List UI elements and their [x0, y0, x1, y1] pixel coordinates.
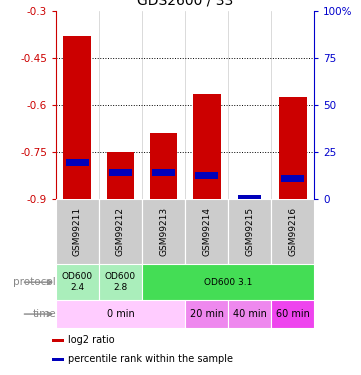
Bar	[152, 169, 175, 176]
Bar	[106, 152, 134, 199]
Bar	[56, 199, 99, 264]
Bar	[279, 97, 306, 199]
Bar	[142, 264, 314, 300]
Bar	[238, 195, 261, 202]
Text: time: time	[32, 309, 56, 319]
Text: log2 ratio: log2 ratio	[68, 335, 115, 345]
Text: GSM99213: GSM99213	[159, 207, 168, 256]
Bar	[66, 159, 90, 166]
Text: 40 min: 40 min	[232, 309, 266, 319]
Bar	[271, 199, 314, 264]
Text: percentile rank within the sample: percentile rank within the sample	[68, 354, 233, 364]
Bar	[52, 339, 64, 342]
Text: 20 min: 20 min	[190, 309, 223, 319]
Bar	[52, 358, 64, 361]
Bar	[56, 300, 185, 328]
Bar	[142, 199, 185, 264]
Bar	[149, 133, 178, 199]
Bar	[228, 300, 271, 328]
Text: GSM99214: GSM99214	[202, 207, 211, 256]
Text: 0 min: 0 min	[106, 309, 134, 319]
Text: protocol: protocol	[13, 277, 56, 287]
Text: GSM99212: GSM99212	[116, 207, 125, 256]
Text: OD600
2.4: OD600 2.4	[62, 273, 93, 292]
Bar	[64, 36, 91, 199]
Text: GSM99211: GSM99211	[73, 207, 82, 256]
Bar	[99, 264, 142, 300]
Bar	[271, 300, 314, 328]
Bar	[56, 264, 99, 300]
Bar	[280, 175, 304, 182]
Bar	[99, 199, 142, 264]
Bar	[185, 300, 228, 328]
Bar	[195, 172, 218, 179]
Text: OD600 3.1: OD600 3.1	[204, 278, 252, 286]
Bar	[228, 199, 271, 264]
Text: 60 min: 60 min	[275, 309, 309, 319]
Text: GSM99216: GSM99216	[288, 207, 297, 256]
Bar	[109, 169, 132, 176]
Title: GDS2600 / 33: GDS2600 / 33	[137, 0, 233, 7]
Bar	[185, 199, 228, 264]
Bar	[192, 94, 221, 199]
Text: OD600
2.8: OD600 2.8	[105, 273, 136, 292]
Text: GSM99215: GSM99215	[245, 207, 254, 256]
